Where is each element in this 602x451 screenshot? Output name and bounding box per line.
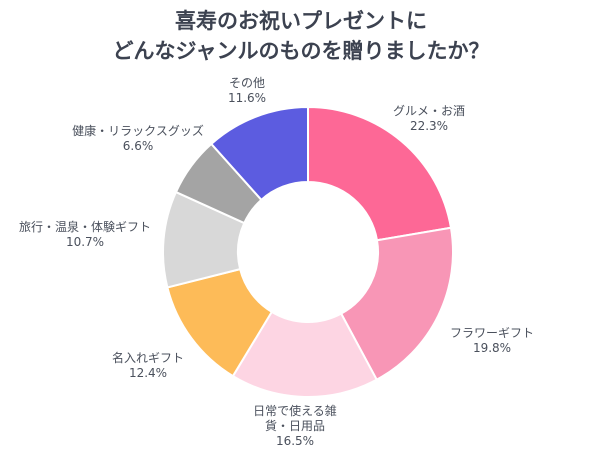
slice-label-daily-goods-name-2: 貨・日用品 [264,419,325,433]
chart-title: 喜寿のお祝いプレゼントに どんなジャンルのものを贈りましたか？ [0,6,602,66]
slice-label-name-engraving-value: 12.4% [128,366,168,380]
title-line-1: 喜寿のお祝いプレゼントに [175,9,427,33]
slice-label-flower-name: フラワーギフト [449,326,534,340]
title-line-2: どんなジャンルのものを贈りましたか？ [112,39,490,63]
slice-gourmet [307,105,453,242]
slice-label-flower-value: 19.8% [472,341,512,355]
slice-label-gourmet-name: グルメ・お酒 [392,104,465,118]
slice-label-health: 健康・リラックスグッズ 6.6% [58,124,218,154]
slice-label-other-value: 11.6% [227,91,267,105]
slice-label-name-engraving: 名入れギフト 12.4% [100,351,196,381]
slice-label-travel: 旅行・温泉・体験ギフト 10.7% [10,220,160,250]
slice-label-other-name: その他 [228,76,265,90]
slice-label-gourmet: グルメ・お酒 22.3% [384,104,474,134]
slice-label-daily-goods-value: 16.5% [275,434,315,448]
slice-flower [339,226,454,382]
slice-label-name-engraving-name: 名入れギフト [111,351,184,365]
slice-label-other: その他 11.6% [216,76,278,106]
slice-label-gourmet-value: 22.3% [409,119,449,133]
slice-other [209,105,309,202]
slice-label-flower: フラワーギフト 19.8% [442,326,542,356]
slice-label-health-name: 健康・リラックスグッズ [72,124,204,138]
slice-label-travel-name: 旅行・温泉・体験ギフト [18,220,151,234]
slice-label-daily-goods: 日常で使える雑 貨・日用品 16.5% [235,404,355,449]
slice-label-travel-value: 10.7% [65,235,105,249]
slice-label-daily-goods-name-1: 日常で使える雑 [253,404,337,418]
slice-label-health-value: 6.6% [122,139,154,153]
